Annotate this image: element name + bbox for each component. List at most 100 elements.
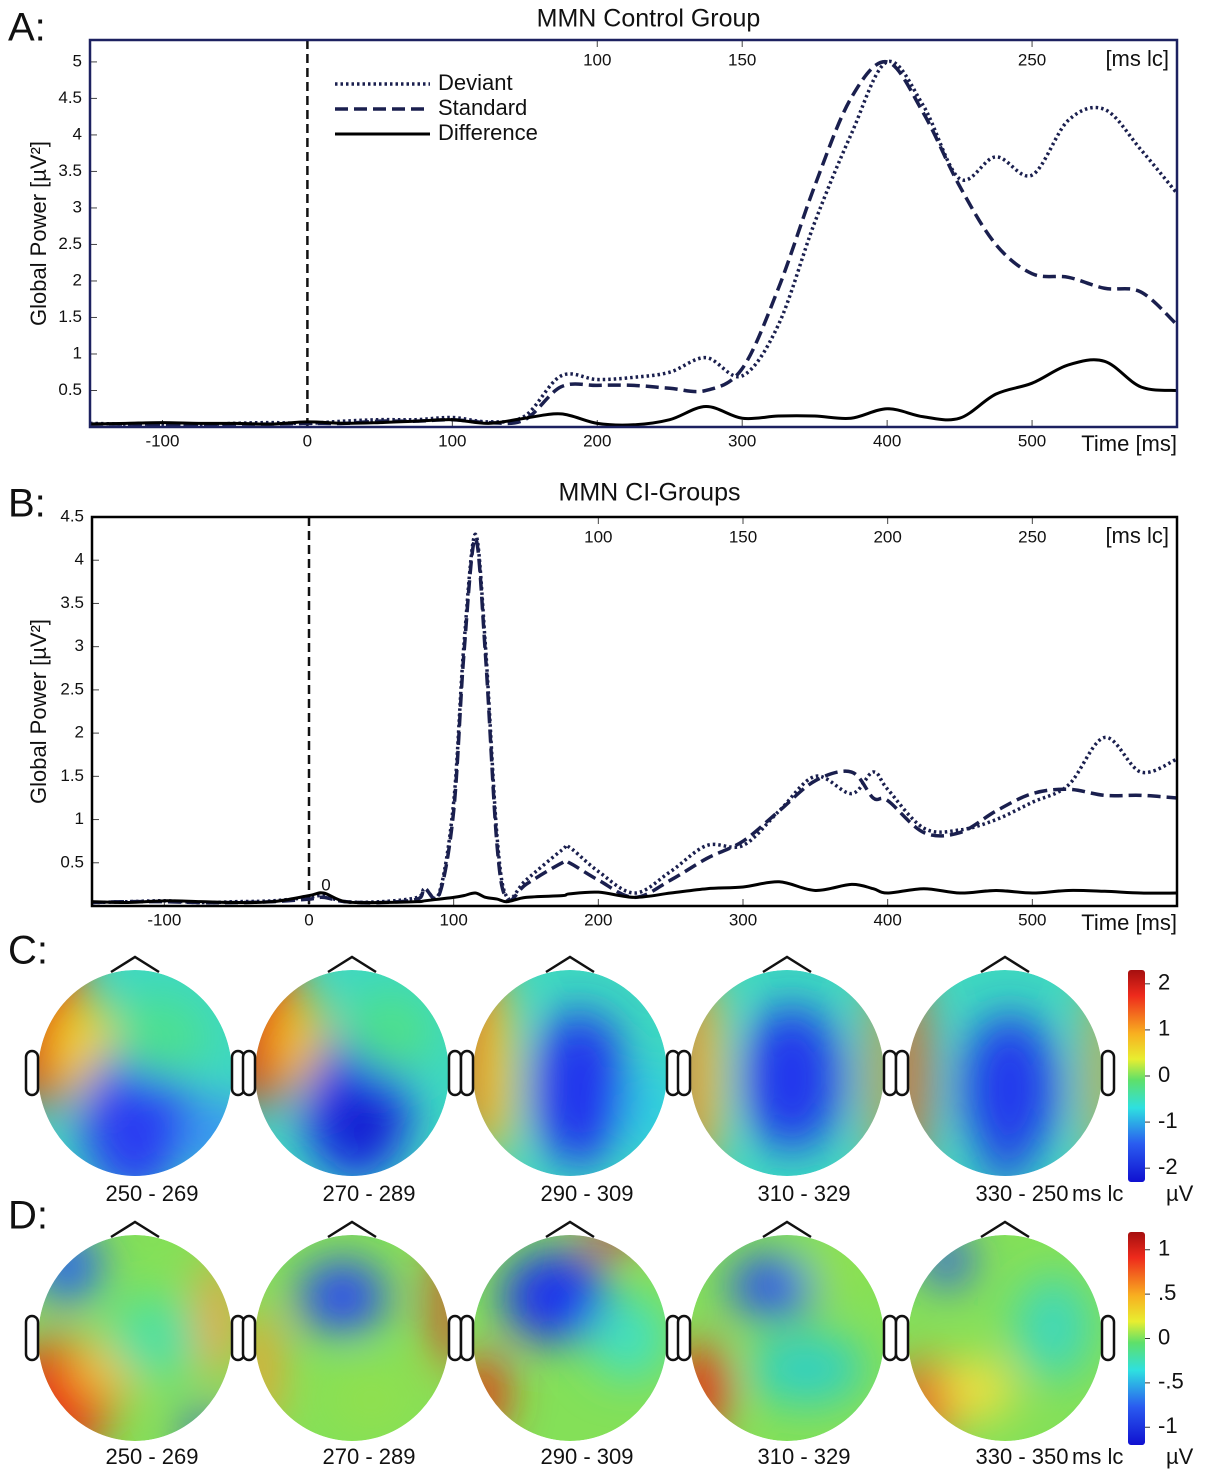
x-tick-label: 400 <box>873 431 901 450</box>
y-tick-label: 2.5 <box>60 679 84 698</box>
topo-blob <box>748 1332 865 1405</box>
topo-blob <box>347 990 435 1073</box>
ear <box>676 1049 692 1097</box>
ear <box>459 1049 475 1097</box>
nose <box>545 955 595 974</box>
x-tick-label: 100 <box>439 910 467 929</box>
nose <box>327 955 377 974</box>
topo-blob <box>937 1358 1015 1421</box>
series-line <box>92 532 1177 905</box>
topo-blob <box>105 1296 203 1380</box>
y-tick-label: 1.5 <box>58 307 82 326</box>
y-tick-label: 2.5 <box>58 234 82 253</box>
panel-label: D: <box>8 1194 48 1238</box>
y-tick-label: 2 <box>75 723 84 742</box>
x2-tick-label: 100 <box>583 50 611 69</box>
nose <box>545 1220 595 1239</box>
topo-blob <box>298 1260 386 1333</box>
ear <box>882 1314 898 1362</box>
series-line <box>90 59 1177 427</box>
topomap <box>473 970 667 1176</box>
window-label: 250 - 269 <box>106 1444 199 1469</box>
y-axis-label: Global Power [µV²] <box>26 141 51 326</box>
topo-blob <box>694 980 724 1166</box>
panel-label: A: <box>8 6 46 50</box>
window-label: 250 - 269 <box>106 1181 199 1206</box>
legend-label: Standard <box>438 95 527 120</box>
y-tick-label: 4 <box>73 124 82 143</box>
window-label: 310 - 329 <box>758 1444 851 1469</box>
topomap <box>690 970 884 1176</box>
topo-blob <box>589 1296 667 1380</box>
colorbar-label: .5 <box>1158 1280 1176 1305</box>
x2-axis-label: [ms lc] <box>1105 523 1169 548</box>
topomap <box>255 1235 449 1441</box>
window-label: 290 - 309 <box>541 1444 634 1469</box>
colorbar-unit: µV <box>1166 1444 1194 1469</box>
topo-blob <box>342 1098 382 1151</box>
colorbar-label: 1 <box>1158 1236 1170 1261</box>
topomap <box>38 1235 232 1441</box>
x-tick-label: 300 <box>729 910 757 929</box>
ear <box>459 1314 475 1362</box>
topomap <box>255 970 449 1176</box>
ear <box>447 1049 463 1097</box>
topo-blob <box>183 1093 232 1176</box>
y-tick-label: 4.5 <box>58 88 82 107</box>
colorbar <box>1128 1232 1145 1445</box>
ear <box>676 1314 692 1362</box>
ear <box>1100 1314 1116 1362</box>
x2-tick-label: 100 <box>584 527 612 546</box>
colorbar-unit: µV <box>1166 1181 1194 1206</box>
y-tick-label: 3 <box>73 197 82 216</box>
window-unit: ms lc <box>1072 1181 1123 1206</box>
x-axis-label: Time [ms] <box>1081 910 1177 935</box>
topo-blob <box>628 1062 667 1166</box>
plot-frame <box>88 38 1179 429</box>
y-tick-label: 3.5 <box>58 161 82 180</box>
y-tick-label: 2 <box>73 270 82 289</box>
topo-blob <box>198 1255 232 1380</box>
nose <box>110 955 160 974</box>
chart-title: MMN CI-Groups <box>559 479 741 507</box>
colorbar-label: 2 <box>1158 970 1170 995</box>
window-label: 330 - 350 <box>976 1444 1069 1469</box>
nose <box>980 1220 1030 1239</box>
topo-blob <box>473 1353 507 1436</box>
x-tick-label: -100 <box>147 910 181 929</box>
y-tick-label: 1 <box>75 809 84 828</box>
topomap <box>908 970 1102 1176</box>
x2-axis-label: [ms lc] <box>1105 46 1169 71</box>
window-label: 310 - 329 <box>758 1181 851 1206</box>
window-unit: ms lc <box>1072 1444 1123 1469</box>
ear <box>882 1049 898 1097</box>
x-tick-label: 200 <box>584 910 612 929</box>
window-label: 270 - 289 <box>323 1444 416 1469</box>
topo-blob <box>38 1235 102 1302</box>
colorbar-label: -2 <box>1158 1154 1178 1179</box>
series-line <box>90 358 1177 427</box>
topo-blob <box>922 1235 972 1287</box>
topo-blob <box>963 1014 1057 1163</box>
ear <box>24 1314 40 1362</box>
y-tick-label: 1.5 <box>60 766 84 785</box>
x2-tick-label: 150 <box>728 50 756 69</box>
x-tick-label: 500 <box>1018 910 1046 929</box>
ear <box>241 1314 257 1362</box>
series-line <box>92 536 1177 905</box>
topo-blob <box>728 1255 817 1318</box>
y-axis-label: Global Power [µV²] <box>26 619 51 804</box>
x-tick-label: -100 <box>145 431 179 450</box>
topo-blob <box>531 1011 629 1166</box>
topo-blob <box>743 1006 841 1151</box>
x-tick-label: 200 <box>583 431 611 450</box>
x2-tick-label: 200 <box>873 527 901 546</box>
topo-blob <box>81 1042 189 1176</box>
y-tick-label: 1 <box>73 343 82 362</box>
chart-title: MMN Control Group <box>537 5 761 33</box>
ear <box>24 1049 40 1097</box>
topo-blob <box>110 995 208 1079</box>
y-tick-label: 4.5 <box>60 506 84 525</box>
colorbar-label: -1 <box>1158 1413 1178 1438</box>
